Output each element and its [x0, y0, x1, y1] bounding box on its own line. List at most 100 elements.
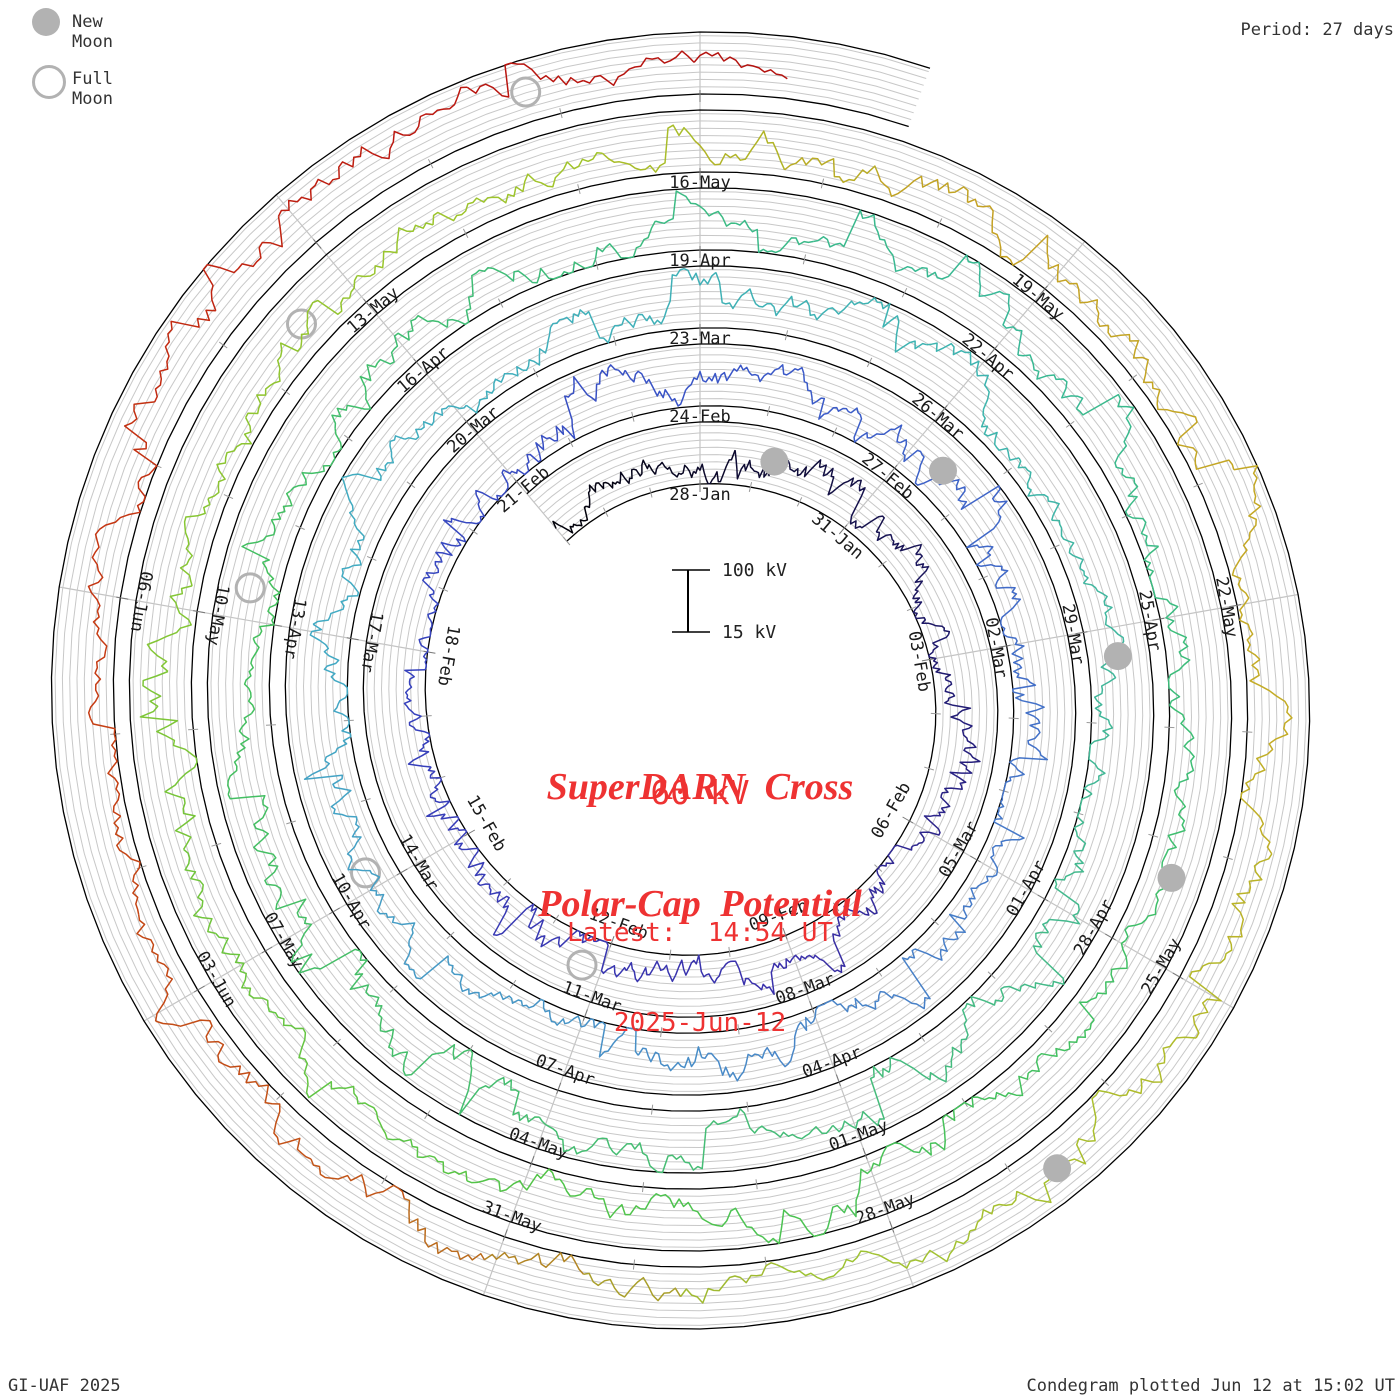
potential-data-line-segment — [1073, 793, 1093, 865]
potential-data-line-segment — [646, 267, 717, 325]
potential-data-line-segment — [183, 848, 216, 935]
potential-data-line-segment — [1046, 253, 1109, 328]
potential-data-line-segment — [243, 638, 260, 715]
potential-data-line-segment — [1017, 354, 1084, 410]
date-label: 26-Mar — [908, 389, 968, 444]
potential-data-line-segment — [772, 954, 824, 970]
latest-date-label: 2025-Jun-12 — [613, 1008, 787, 1038]
scale-bar: 100 kV 15 kV — [672, 560, 787, 643]
legend-new-moon-label: New Moon — [72, 12, 113, 52]
potential-data-line-segment — [202, 216, 283, 311]
potential-data-line-segment — [877, 948, 931, 1010]
plot-title-line1: SuperDARN Cross — [546, 766, 854, 808]
plotted-timestamp: Condegram plotted Jun 12 at 15:02 UT — [1026, 1376, 1395, 1396]
potential-data-line-segment — [940, 766, 973, 809]
date-label: 02-Mar — [981, 616, 1011, 680]
potential-data-line-segment — [459, 489, 506, 525]
potential-data-line-segment — [559, 1178, 641, 1219]
full-moon-marker — [566, 949, 598, 981]
potential-data-line-segment — [819, 464, 862, 496]
potential-data-line-segment — [876, 844, 915, 875]
potential-data-line-segment — [1027, 1019, 1095, 1074]
potential-data-line-segment — [888, 1046, 962, 1083]
potential-data-line-segment — [401, 1043, 474, 1092]
potential-data-line-segment — [1042, 863, 1085, 934]
potential-data-line-segment — [154, 309, 216, 403]
potential-data-line-segment — [87, 610, 108, 719]
potential-data-line-segment — [583, 1272, 682, 1302]
potential-data-line-segment — [654, 461, 695, 479]
new-moon-icon — [32, 8, 60, 36]
potential-data-line-segment — [245, 1080, 312, 1160]
potential-data-line-segment — [309, 623, 349, 695]
potential-data-line-segment — [785, 295, 864, 321]
date-label: 24-Feb — [669, 407, 730, 427]
potential-data-line-segment — [1078, 939, 1128, 1021]
potential-data-line-segment — [684, 1108, 759, 1171]
potential-data-line-segment — [1249, 658, 1293, 755]
potential-data-line-segment — [734, 450, 776, 480]
potential-data-line-segment — [849, 486, 885, 533]
potential-data-line-segment — [1017, 457, 1060, 521]
potential-data-line-segment — [849, 873, 886, 916]
potential-data-line-segment — [980, 388, 1020, 461]
potential-data-line-segment — [962, 862, 999, 917]
potential-data-line-segment — [305, 1081, 388, 1140]
potential-data-line-segment — [892, 254, 981, 280]
new-moon-marker — [1103, 642, 1132, 671]
potential-data-line-segment — [136, 914, 174, 1022]
date-label: 29-Mar — [1057, 602, 1087, 666]
full-moon-marker — [234, 572, 266, 604]
potential-data-line-segment — [303, 760, 358, 821]
date-label: 22-May — [1211, 575, 1241, 639]
potential-data-line-segment — [580, 1018, 639, 1058]
date-label: 19-May — [1008, 270, 1068, 325]
potential-data-line-segment — [876, 531, 922, 555]
potential-data-line-segment — [573, 309, 648, 344]
potential-data-line-segment — [913, 807, 946, 847]
potential-data-line-segment — [701, 1051, 766, 1082]
potential-data-line-segment — [822, 905, 851, 974]
potential-data-line-segment — [938, 478, 1008, 515]
potential-data-line-segment — [999, 751, 1049, 803]
potential-data-line-segment — [241, 490, 293, 564]
legend-full-moon-label: Full Moon — [72, 69, 113, 109]
potential-data-line-segment — [446, 266, 507, 328]
potential-data-line-segment — [953, 1072, 1029, 1111]
potential-data-line-segment — [685, 364, 744, 391]
potential-data-line-segment — [290, 932, 368, 991]
potential-data-line-segment — [960, 988, 1005, 1054]
potential-data-line-segment — [914, 913, 968, 961]
credit-label: GI-UAF 2025 — [8, 1376, 121, 1396]
potential-data-line-segment — [432, 186, 517, 225]
potential-data-line-segment — [155, 1019, 251, 1084]
potential-data-line-segment — [978, 270, 1023, 356]
potential-data-line-segment — [290, 428, 343, 492]
potential-data-line-segment — [357, 222, 434, 278]
potential-data-line-segment — [715, 272, 787, 317]
potential-data-line-segment — [459, 982, 524, 1007]
plot-title-line2: Polar-Cap Potential — [538, 883, 862, 925]
potential-data-line-segment — [146, 585, 193, 673]
potential-data-line-segment — [850, 407, 903, 444]
potential-data-line-segment — [403, 940, 464, 984]
potential-data-line-segment — [694, 130, 786, 171]
potential-data-line-segment — [1075, 393, 1135, 475]
latest-annotation: Latest: 14:54 UT 2025-Jun-12 — [0, 858, 1400, 1098]
potential-data-line-segment — [1007, 636, 1037, 693]
potential-data-line-segment — [584, 220, 656, 270]
scale-min-label: 15 kV — [722, 622, 776, 643]
potential-data-line-segment — [465, 366, 524, 414]
potential-data-line-segment — [310, 1158, 406, 1199]
potential-data-line-segment — [674, 954, 725, 984]
potential-data-line-segment — [1108, 1036, 1197, 1097]
potential-data-line-segment — [1000, 931, 1065, 992]
potential-data-line-segment — [723, 960, 775, 996]
potential-data-line-segment — [1107, 325, 1161, 404]
potential-data-line-segment — [164, 757, 198, 850]
potential-data-line-segment — [585, 935, 628, 978]
potential-data-line-segment — [863, 297, 927, 353]
potential-data-line-segment — [994, 581, 1022, 638]
full-moon-marker — [510, 76, 542, 108]
